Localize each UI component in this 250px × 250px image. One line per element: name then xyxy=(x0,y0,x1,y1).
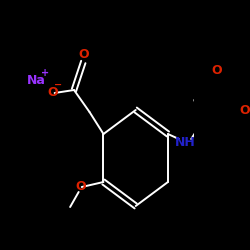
Text: Na: Na xyxy=(26,74,46,88)
Text: −: − xyxy=(54,80,62,90)
Text: O: O xyxy=(75,180,86,194)
Text: O: O xyxy=(212,64,222,76)
Text: NH: NH xyxy=(175,136,196,148)
Text: +: + xyxy=(41,68,49,78)
Text: O: O xyxy=(240,104,250,118)
Text: O: O xyxy=(79,48,90,60)
Text: O: O xyxy=(48,86,58,100)
